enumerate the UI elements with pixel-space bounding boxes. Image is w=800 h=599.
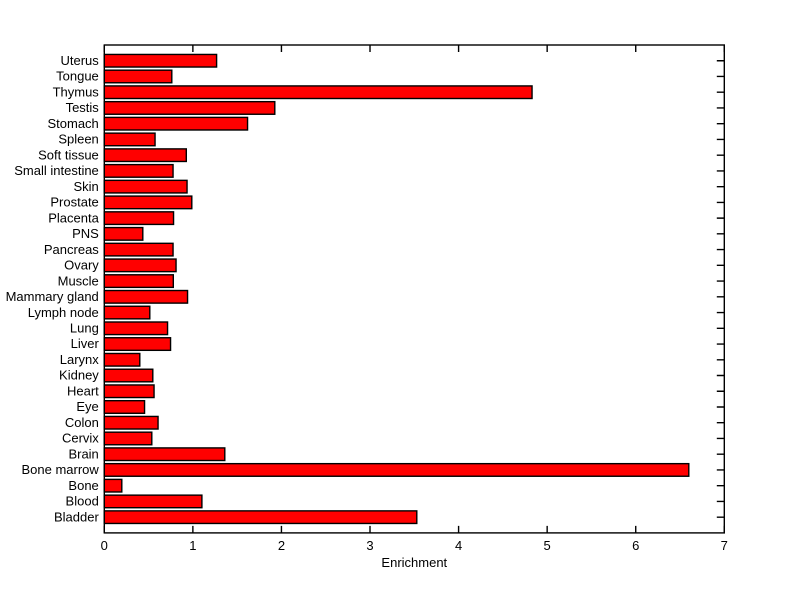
svg-text:Blood: Blood — [66, 494, 99, 509]
svg-text:Muscle: Muscle — [58, 273, 99, 288]
svg-text:0: 0 — [101, 538, 108, 553]
svg-text:5: 5 — [544, 538, 551, 553]
svg-text:Stomach: Stomach — [47, 116, 98, 131]
svg-text:Skin: Skin — [74, 179, 99, 194]
svg-text:Testis: Testis — [66, 100, 100, 115]
svg-text:Bladder: Bladder — [54, 509, 99, 524]
svg-text:2: 2 — [278, 538, 285, 553]
svg-text:Thymus: Thymus — [53, 84, 100, 99]
svg-text:Bone: Bone — [68, 478, 98, 493]
svg-text:Kidney: Kidney — [59, 368, 99, 383]
svg-text:Cervix: Cervix — [62, 431, 99, 446]
svg-text:Enrichment: Enrichment — [381, 555, 447, 570]
svg-text:Larynx: Larynx — [60, 352, 100, 367]
svg-text:Lymph node: Lymph node — [28, 305, 99, 320]
svg-text:Prostate: Prostate — [50, 195, 98, 210]
svg-text:Heart: Heart — [67, 383, 99, 398]
svg-text:1: 1 — [189, 538, 196, 553]
svg-text:Tongue: Tongue — [56, 69, 99, 84]
svg-text:Placenta: Placenta — [48, 210, 99, 225]
svg-text:6: 6 — [632, 538, 639, 553]
svg-text:Lung: Lung — [70, 321, 99, 336]
svg-text:Bone marrow: Bone marrow — [21, 462, 99, 477]
svg-text:Uterus: Uterus — [61, 53, 100, 68]
svg-text:PNS: PNS — [72, 226, 99, 241]
svg-text:Soft tissue: Soft tissue — [38, 147, 99, 162]
svg-text:3: 3 — [366, 538, 373, 553]
svg-text:4: 4 — [455, 538, 462, 553]
svg-text:Pancreas: Pancreas — [44, 242, 99, 257]
svg-text:Brain: Brain — [68, 446, 98, 461]
svg-text:Ovary: Ovary — [64, 258, 99, 273]
svg-text:7: 7 — [721, 538, 728, 553]
svg-text:Eye: Eye — [76, 399, 98, 414]
svg-text:Colon: Colon — [65, 415, 99, 430]
svg-text:Liver: Liver — [71, 336, 100, 351]
svg-text:Mammary gland: Mammary gland — [6, 289, 99, 304]
svg-text:Spleen: Spleen — [58, 132, 98, 147]
svg-text:Small intestine: Small intestine — [14, 163, 99, 178]
